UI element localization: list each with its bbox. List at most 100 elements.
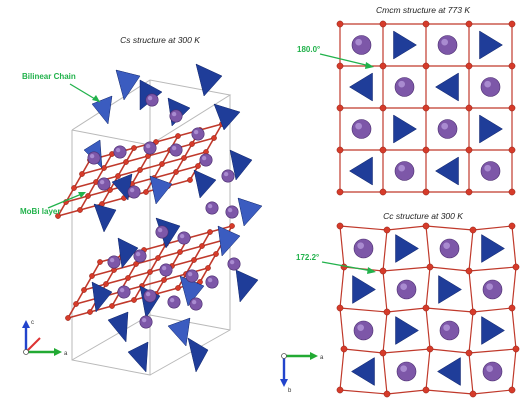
oxygen-atom [340, 345, 348, 353]
oxygen-atom [379, 146, 387, 154]
bond [468, 352, 474, 395]
bond [155, 135, 179, 143]
cation-atom [159, 263, 173, 277]
cation-atom [396, 361, 417, 382]
bond [429, 348, 470, 354]
tetrahedron [481, 316, 505, 345]
oxygen-atom [336, 62, 344, 70]
bond [153, 171, 177, 179]
oxygen-atom [465, 267, 473, 275]
bond [468, 229, 474, 272]
oxygen-atom [87, 309, 93, 315]
cation-atom [351, 119, 372, 139]
bond [382, 270, 388, 313]
oxygen-atom [143, 189, 149, 195]
oxygen-atom [131, 145, 137, 151]
tetrahedron [393, 114, 417, 144]
oxygen-atom [173, 169, 179, 175]
bond [511, 307, 517, 350]
angle-top-annotation: 180.0° [297, 45, 374, 69]
bond [511, 348, 517, 391]
tetrahedron [479, 114, 503, 144]
oxygen-atom [465, 188, 473, 196]
bond [425, 307, 474, 313]
oxygen-atom [101, 165, 107, 171]
bond [125, 155, 149, 163]
oxygen-atom [187, 177, 193, 183]
oxygen-atom [336, 20, 344, 28]
oxygen-atom [73, 301, 79, 307]
bond [105, 277, 129, 285]
tetrahedron [193, 169, 217, 199]
oxygen-atom [123, 159, 129, 165]
tetrahedron [479, 30, 503, 60]
bond [339, 348, 345, 391]
oxygen-atom [508, 20, 516, 28]
cation-atom [225, 205, 239, 219]
bond [425, 225, 431, 268]
cation-atom [353, 320, 374, 341]
bond [468, 348, 517, 354]
oxygen-atom [336, 222, 344, 230]
left-panel-title: Cs structure at 300 K [120, 35, 200, 45]
bond [175, 165, 199, 173]
cation-atom [480, 161, 501, 181]
oxygen-atom [55, 213, 61, 219]
tetrahedron [91, 95, 113, 125]
oxygen-atom [189, 141, 195, 147]
top-right-structure-panel: Cmcm structure at 773 K 180.0° [297, 5, 516, 196]
tetrahedron [167, 317, 191, 347]
oxygen-atom [137, 167, 143, 173]
bond [171, 259, 195, 267]
bond [511, 266, 517, 309]
tetrahedron [187, 337, 209, 373]
cation-atom [205, 201, 219, 215]
tetrahedron [127, 341, 149, 373]
oxygen-atom [97, 259, 103, 265]
bond [382, 348, 431, 354]
oxygen-atom [465, 20, 473, 28]
angle-bottom-annotation: 172.2° [296, 253, 376, 274]
oxygen-atom [336, 188, 344, 196]
cation-atom [439, 320, 460, 341]
left-axis-triad: c a [22, 320, 68, 357]
oxygen-atom [175, 285, 181, 291]
oxygen-atom [465, 349, 473, 357]
bond [161, 157, 185, 165]
cation-atom [482, 279, 503, 300]
tetrahedron [91, 281, 113, 313]
oxygen-atom [422, 222, 430, 230]
tetrahedron [351, 357, 375, 386]
cation-atom [107, 255, 121, 269]
bond [187, 231, 211, 239]
bond [468, 311, 474, 354]
cation-atom [177, 231, 191, 245]
oxygen-atom [422, 146, 430, 154]
tetrahedron [235, 269, 259, 303]
oxygen-atom [379, 267, 387, 275]
oxygen-atom [465, 146, 473, 154]
oxygen-atom [177, 249, 183, 255]
cation-atom [482, 361, 503, 382]
tetrahedron [435, 72, 459, 102]
molib-layer-annotation: MoBi layer [20, 192, 86, 216]
tetrahedron [117, 237, 139, 269]
cation-atom [480, 77, 501, 97]
oxygen-atom [465, 104, 473, 112]
oxygen-atom [422, 304, 430, 312]
bond [57, 209, 81, 217]
bond [87, 189, 111, 197]
bond [141, 279, 165, 287]
oxygen-atom [379, 349, 387, 357]
bottom-right-structure-panel: Cc structure at 300 K 172.2° a b [280, 211, 520, 398]
oxygen-atom [77, 207, 83, 213]
bond [103, 161, 127, 169]
bond [339, 307, 345, 350]
bond [425, 225, 474, 231]
bond [472, 225, 513, 231]
bond [81, 167, 105, 175]
oxygen-atom [336, 386, 344, 394]
cation-atom [117, 285, 131, 299]
bond [101, 197, 125, 205]
oxygen-atom [336, 104, 344, 112]
